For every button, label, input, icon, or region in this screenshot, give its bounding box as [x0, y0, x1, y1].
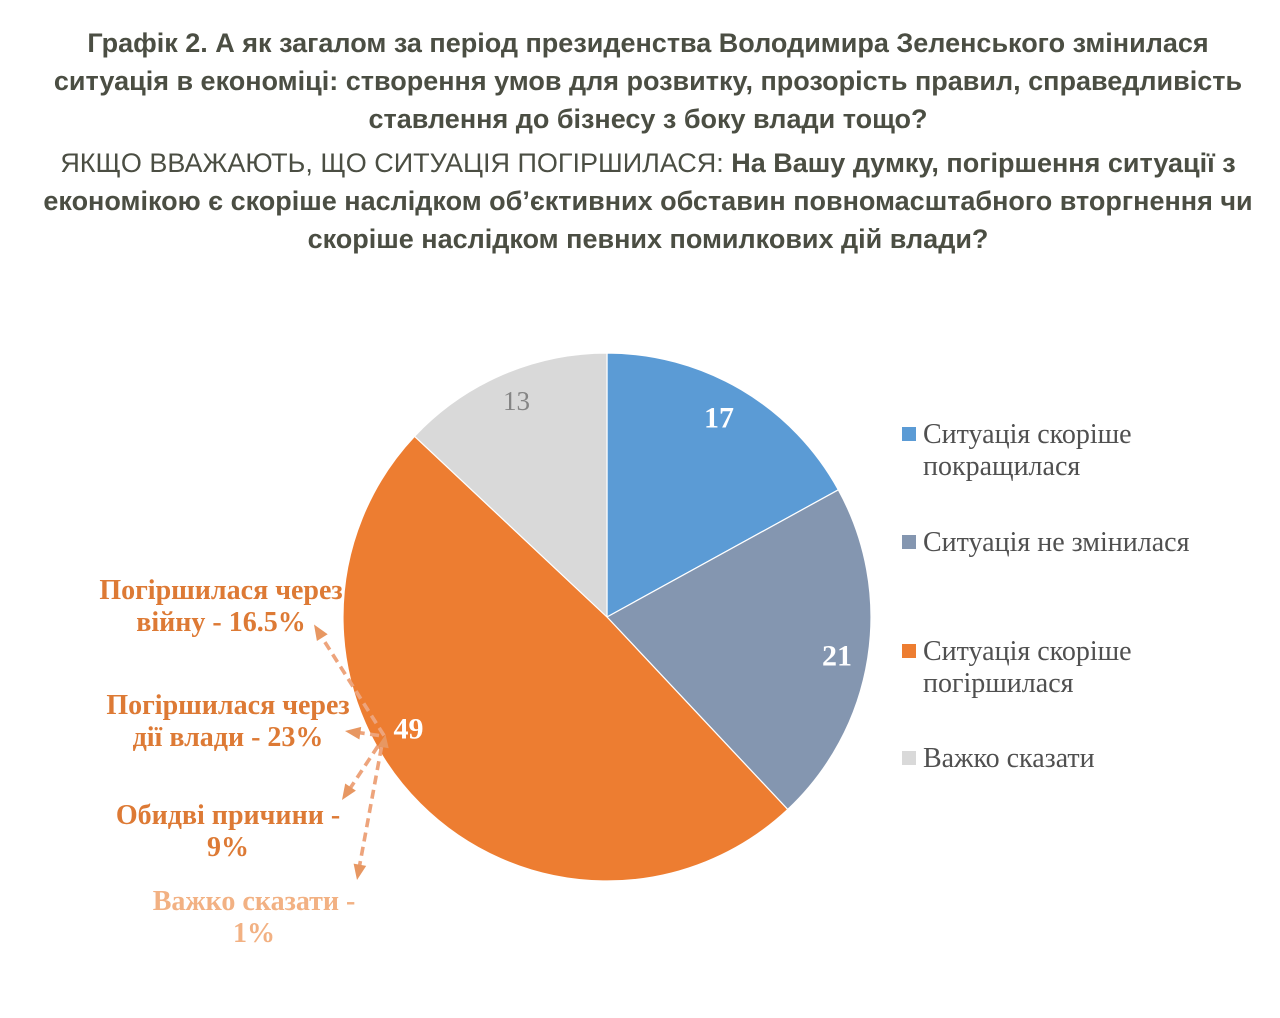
svg-text:13: 13: [503, 386, 530, 416]
svg-text:21: 21: [822, 640, 852, 673]
svg-text:49: 49: [394, 713, 424, 746]
svg-text:17: 17: [704, 402, 734, 435]
